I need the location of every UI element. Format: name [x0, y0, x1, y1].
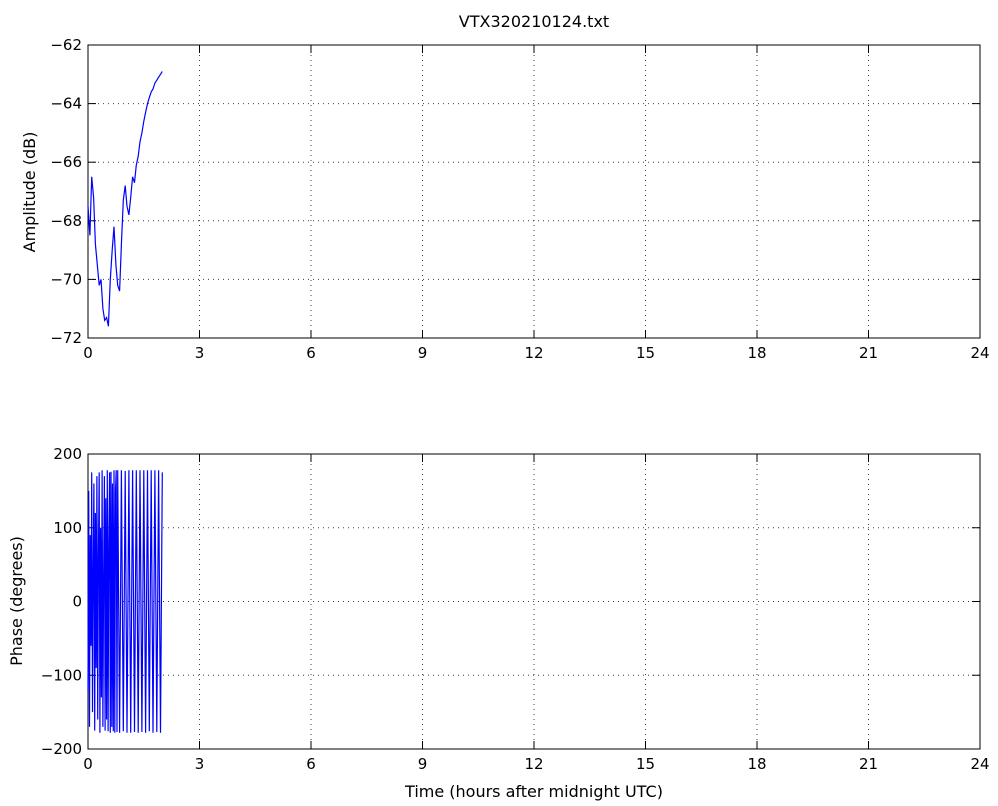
amplitude-series [87, 71, 163, 327]
y-tick-label: −62 [50, 36, 82, 54]
y-tick-label: −64 [50, 95, 82, 113]
phase-grid [88, 454, 980, 749]
x-tick-label: 6 [306, 344, 316, 362]
x-tick-label: 0 [83, 344, 93, 362]
x-tick-label: 24 [970, 344, 989, 362]
amplitude-line [87, 71, 163, 327]
y-tick-label: −100 [41, 666, 82, 684]
amplitude-tick-labels: 0 3 6 9 12 15 18 21 24 −62 −64 −66 −68 −70 −72 [50, 36, 989, 362]
amplitude-grid [88, 45, 980, 338]
phase-series [87, 470, 163, 733]
chart-title: VTX320210124.txt [459, 12, 609, 31]
x-tick-label: 12 [524, 344, 543, 362]
x-tick-label: 0 [83, 755, 93, 773]
x-tick-label: 9 [418, 755, 428, 773]
x-tick-label: 21 [859, 344, 878, 362]
x-tick-label: 24 [970, 755, 989, 773]
amplitude-ticks [87, 44, 981, 339]
x-tick-label: 21 [859, 755, 878, 773]
y-tick-label: 0 [72, 593, 82, 611]
phase-panel: 0 3 6 9 12 15 18 21 24 200 100 0 −100 −200 Time (hour… [7, 445, 990, 801]
amplitude-panel: 0 3 6 9 12 15 18 21 24 −62 −64 −66 −68 −70 −72 VTX3202… [20, 12, 990, 362]
y-tick-label: −200 [41, 740, 82, 758]
amplitude-y-axis-label: Amplitude (dB) [20, 132, 39, 253]
x-tick-label: 9 [418, 344, 428, 362]
y-tick-label: −70 [50, 270, 82, 288]
y-tick-label: −72 [50, 329, 82, 347]
phase-line [87, 470, 163, 733]
x-tick-label: 3 [195, 755, 205, 773]
phase-y-axis-label: Phase (degrees) [7, 536, 26, 666]
y-tick-label: 200 [53, 445, 82, 463]
amplitude-plot-area [87, 44, 981, 339]
phase-tick-labels: 0 3 6 9 12 15 18 21 24 200 100 0 −100 −200 [41, 445, 990, 773]
y-tick-label: −66 [50, 153, 82, 171]
y-tick-label: −68 [50, 212, 82, 230]
x-tick-label: 6 [306, 755, 316, 773]
x-tick-label: 15 [636, 344, 655, 362]
x-tick-label: 15 [636, 755, 655, 773]
x-tick-label: 12 [524, 755, 543, 773]
x-axis-label: Time (hours after midnight UTC) [404, 782, 663, 801]
y-tick-label: 100 [53, 519, 82, 537]
x-tick-label: 18 [747, 344, 766, 362]
x-tick-label: 3 [195, 344, 205, 362]
x-tick-label: 18 [747, 755, 766, 773]
